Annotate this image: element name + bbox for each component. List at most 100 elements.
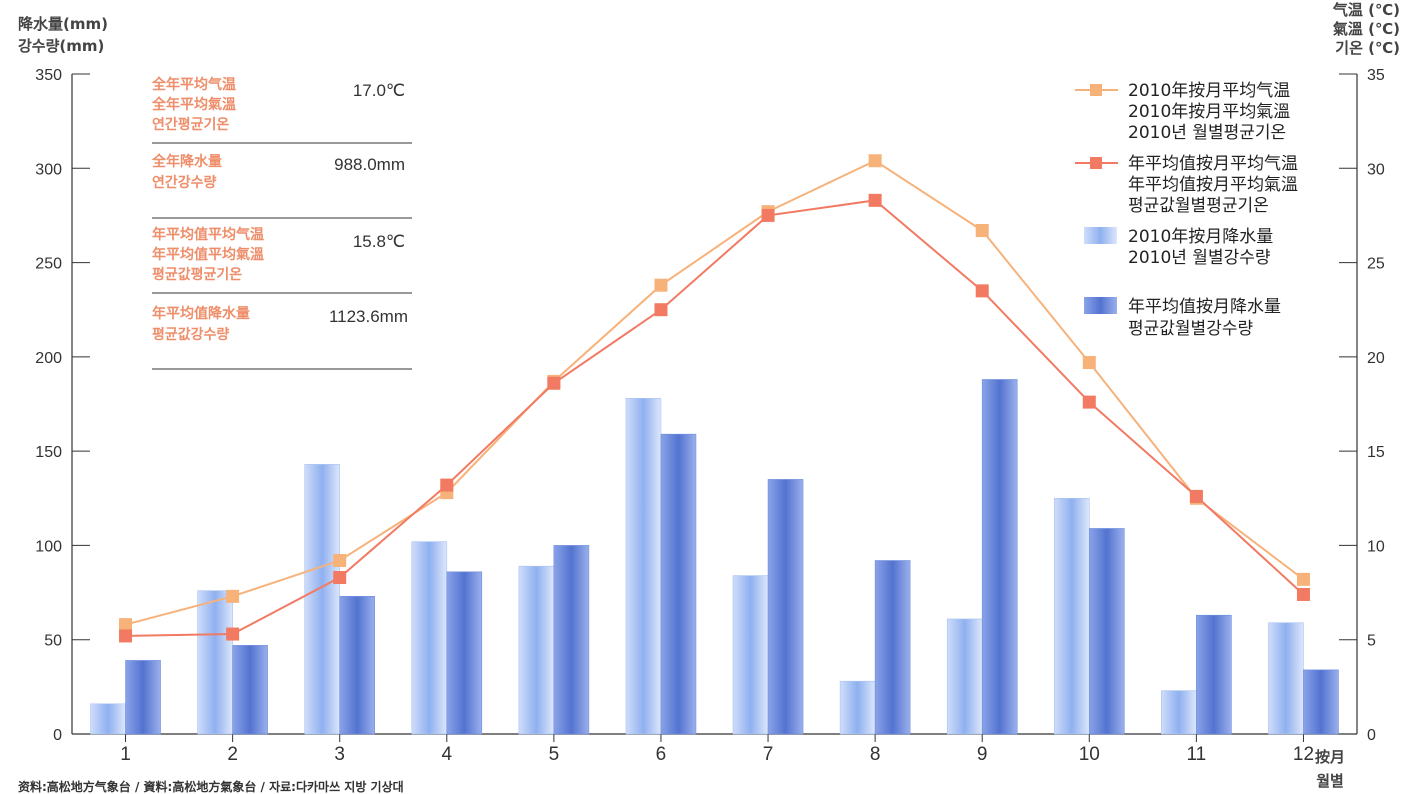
legend-label: 年平均值按月平均气温 <box>1128 154 1298 174</box>
x-tick-label: 7 <box>763 744 774 765</box>
left-axis-title-line-2: 강수량(mm) <box>18 37 104 55</box>
right-axis-title-line-2: 氣溫 (℃) <box>1333 20 1400 38</box>
summary-value: 988.0mm <box>334 155 405 174</box>
right-y-tick-label: 5 <box>1367 633 1376 650</box>
source-note: 资料:高松地方气象台 / 資料:高松地方氣象台 / 자료:다카마쓰 지방 기상대 <box>18 779 404 794</box>
precipitation-bars <box>90 379 1339 735</box>
legend-bar-swatch <box>1084 297 1117 314</box>
x-tick-label: 10 <box>1079 744 1100 765</box>
right-y-tick-label: 0 <box>1367 727 1376 744</box>
summary-label: 全年降水量 <box>151 153 222 170</box>
legend-item-normal-temperature: 年平均值按月平均气温 年平均值按月平均氣溫 평균값월별평균기온 <box>1075 154 1298 216</box>
legend-marker-swatch <box>1090 84 1102 96</box>
marker-2010-temperature <box>1082 356 1096 370</box>
bar-2010-precipitation <box>90 703 126 735</box>
summary-value: 15.8℃ <box>353 232 405 251</box>
left-y-tick-label: 200 <box>35 350 62 367</box>
marker-2010-temperature <box>654 278 668 292</box>
marker-normal-temperature <box>333 570 347 584</box>
x-tick-label: 12 <box>1293 744 1314 765</box>
marker-normal-temperature <box>226 627 240 641</box>
summary-row-annual-precipitation: 全年降水量 연간강수량 988.0mm <box>151 153 405 191</box>
legend-item-2010-precipitation: 2010年按月降水量 2010년 월별강수량 <box>1084 227 1273 268</box>
x-tick-label: 1 <box>120 744 131 765</box>
legend-label: 2010年按月降水量 <box>1128 227 1273 247</box>
bar-2010-precipitation <box>411 541 448 735</box>
right-y-tick-label: 25 <box>1367 256 1385 273</box>
bar-normal-precipitation <box>981 379 1018 735</box>
legend-label: 평균값월별평균기온 <box>1128 196 1269 216</box>
left-y-tick-label: 300 <box>35 161 62 178</box>
right-axis-title-line-1: 气温 (℃) <box>1332 1 1400 19</box>
x-tick-label: 4 <box>442 744 453 765</box>
legend-label: 年平均值按月平均氣溫 <box>1128 175 1298 195</box>
x-tick-label: 5 <box>549 744 560 765</box>
summary-value: 1123.6mm <box>329 307 408 326</box>
x-tick-label: 6 <box>656 744 667 765</box>
legend-label: 평균값월별강수량 <box>1128 319 1253 339</box>
summary-label: 年平均值平均气温 <box>152 226 264 243</box>
bar-normal-precipitation <box>553 545 590 735</box>
bar-2010-precipitation <box>625 398 662 735</box>
legend-label: 2010年按月平均气温 <box>1128 81 1290 101</box>
bar-normal-precipitation <box>125 660 161 735</box>
summary-label: 연간평균기온 <box>152 116 229 133</box>
legend-label: 年平均值按月降水量 <box>1128 297 1281 317</box>
bar-2010-precipitation <box>946 618 983 735</box>
marker-2010-temperature <box>1296 572 1310 586</box>
marker-2010-temperature <box>868 154 882 168</box>
bar-normal-precipitation <box>767 479 804 735</box>
summary-label: 年平均值平均氣溫 <box>152 246 264 263</box>
summary-label: 연간강수량 <box>152 174 217 191</box>
marker-2010-temperature <box>333 554 347 568</box>
marker-normal-temperature <box>868 193 882 207</box>
summary-row-normal-avg-temp: 年平均值平均气温 年平均值平均氣溫 평균값평균기온 15.8℃ <box>152 226 405 283</box>
temperature-lines <box>119 154 1310 643</box>
marker-normal-temperature <box>1082 395 1096 409</box>
bar-normal-precipitation <box>339 596 376 735</box>
left-y-tick-label: 350 <box>35 67 62 84</box>
bar-2010-precipitation <box>1053 497 1090 735</box>
marker-2010-temperature <box>119 618 133 632</box>
marker-normal-temperature <box>761 208 775 222</box>
marker-normal-temperature <box>547 376 561 390</box>
marker-normal-temperature <box>1189 489 1203 503</box>
legend-item-normal-precipitation: 年平均值按月降水量 평균값월별강수량 <box>1084 297 1281 339</box>
summary-label: 평균값강수량 <box>152 326 229 343</box>
legend-label: 2010年按月平均氣溫 <box>1128 102 1290 122</box>
x-tick-label: 3 <box>334 744 345 765</box>
bar-normal-precipitation <box>1303 669 1339 735</box>
bar-normal-precipitation <box>232 645 268 735</box>
legend-label: 2010년 월별평균기온 <box>1128 123 1286 143</box>
bar-2010-precipitation <box>1161 690 1197 735</box>
marker-normal-temperature <box>975 284 989 298</box>
summary-label: 全年平均气温 <box>151 76 236 93</box>
bar-normal-precipitation <box>1088 528 1125 735</box>
bar-2010-precipitation <box>732 575 769 735</box>
x-axis-title-line-1: 按月 <box>1315 748 1345 766</box>
bar-2010-precipitation <box>839 680 876 735</box>
line-2010-temperature <box>125 159 1305 626</box>
bar-normal-precipitation <box>874 560 911 735</box>
left-y-tick-label: 50 <box>44 633 62 650</box>
left-axis-title-line-1: 降水量(mm) <box>18 15 108 33</box>
bar-2010-precipitation <box>304 464 341 735</box>
bar-2010-precipitation <box>518 565 555 735</box>
right-y-tick-label: 35 <box>1367 67 1385 84</box>
right-y-tick-label: 30 <box>1367 161 1385 178</box>
marker-normal-temperature <box>440 478 454 492</box>
right-axis-title-line-3: 기온 (℃) <box>1335 39 1400 57</box>
left-y-tick-label: 100 <box>35 538 62 555</box>
bar-normal-precipitation <box>1196 614 1232 735</box>
summary-row-annual-avg-temp: 全年平均气温 全年平均氣溫 연간평균기온 17.0℃ <box>151 76 405 133</box>
summary-label: 年平均值降水量 <box>152 305 250 322</box>
left-y-tick-label: 250 <box>35 256 62 273</box>
bar-normal-precipitation <box>446 571 483 735</box>
legend-marker-swatch <box>1090 157 1102 169</box>
bar-2010-precipitation <box>197 590 233 735</box>
summary-value: 17.0℃ <box>353 81 405 100</box>
x-tick-label: 11 <box>1187 744 1207 765</box>
marker-2010-temperature <box>226 589 240 603</box>
left-y-tick-label: 0 <box>53 727 62 744</box>
